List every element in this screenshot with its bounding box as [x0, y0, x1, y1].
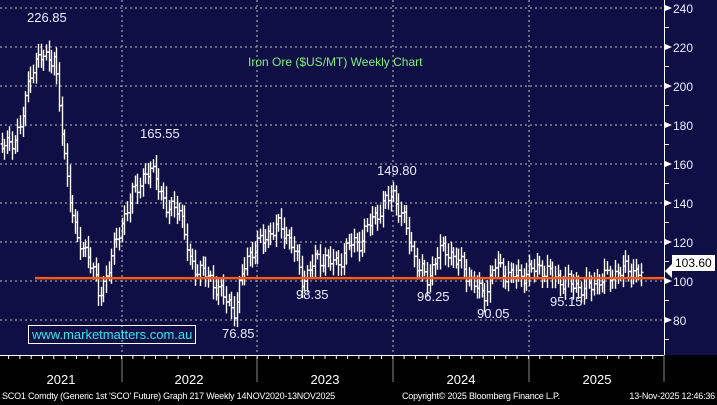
y-tick-label: 160 [673, 158, 693, 172]
x-year-label: 2021 [47, 372, 76, 387]
y-tick-marker [665, 239, 672, 245]
y-tick-label: 100 [673, 275, 693, 289]
y-tick-label: 220 [673, 41, 693, 55]
chart-title: Iron Ore ($US/MT) Weekly Chart [248, 55, 423, 69]
x-year-label: 2023 [311, 372, 340, 387]
y-tick-marker [665, 44, 672, 50]
annotation-low-2024b: 90.05 [477, 306, 510, 321]
x-year-label: 2025 [583, 372, 612, 387]
y-tick-marker [665, 122, 672, 128]
y-tick-label: 120 [673, 236, 693, 250]
status-timestamp: 13-Nov-2025 12:46:36 [629, 391, 715, 401]
watermark-link[interactable]: www.marketmatters.com.au [28, 325, 197, 344]
last-price-tag: 103.60 [665, 255, 715, 278]
x-axis-background [0, 355, 717, 405]
annotation-low-2022: 76.85 [222, 326, 255, 341]
y-tick-marker [665, 317, 672, 323]
x-year-label: 2022 [175, 372, 204, 387]
annotation-low-2024a: 96.25 [417, 289, 450, 304]
x-year-label: 2024 [447, 372, 476, 387]
annotation-high-2024: 149.80 [377, 163, 417, 178]
annotation-high-2021: 226.85 [27, 10, 67, 25]
annotation-high-2022: 165.55 [140, 126, 180, 141]
y-tick-marker [665, 83, 672, 89]
status-copyright: Copyright© 2025 Bloomberg Finance L.P. [402, 391, 560, 401]
y-tick-label: 140 [673, 197, 693, 211]
y-tick-marker [665, 200, 672, 206]
y-axis: 80 100 120 140 160 180 200 220 240 [664, 0, 693, 355]
status-security: SCO1 Comdty (Generic 1st 'SCO' Future) G… [2, 391, 335, 401]
annotation-low-2023: 98.35 [296, 287, 329, 302]
gridlines [0, 0, 664, 355]
annotation-low-2025: 95.15 [550, 294, 583, 309]
y-tick-label: 240 [673, 2, 693, 16]
plot-background [0, 0, 717, 355]
y-tick-marker [665, 278, 672, 284]
y-tick-marker [665, 161, 672, 167]
y-tick-marker [665, 5, 672, 11]
y-tick-label: 80 [673, 314, 687, 328]
y-tick-label: 200 [673, 80, 693, 94]
y-tick-label: 180 [673, 119, 693, 133]
x-axis: 2021 2022 2023 2024 2025 [0, 355, 717, 405]
